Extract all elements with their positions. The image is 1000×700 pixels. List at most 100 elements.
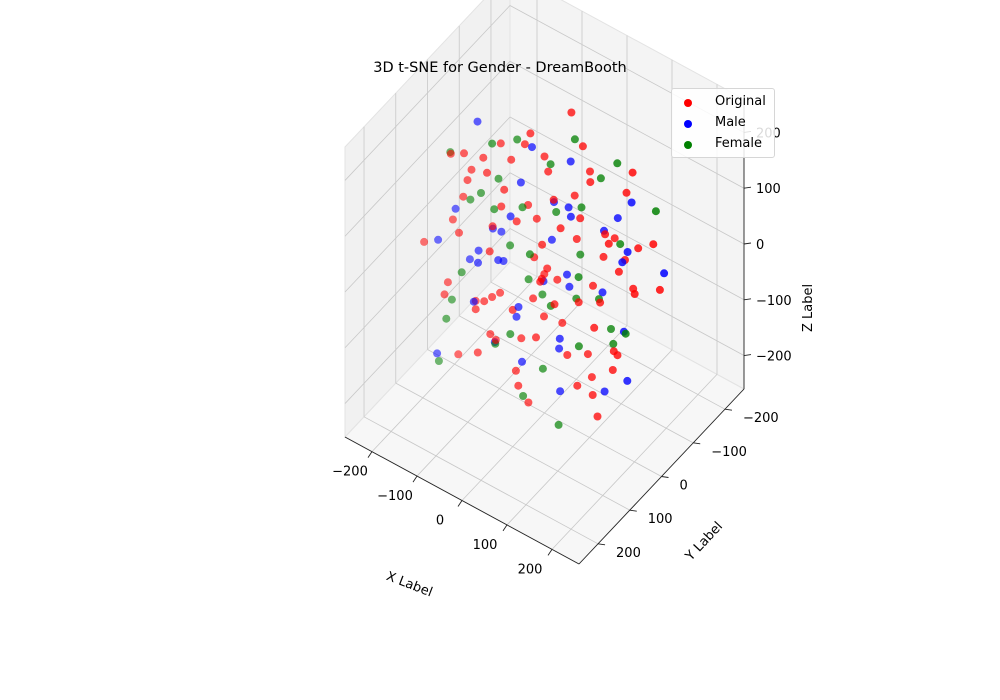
legend-item-original: Original xyxy=(672,93,776,113)
point-male xyxy=(623,376,632,385)
legend-marker-female xyxy=(684,141,692,149)
point-original xyxy=(549,195,558,204)
point-original xyxy=(553,275,562,284)
point-male xyxy=(465,255,474,264)
legend-item-male: Male xyxy=(672,114,776,134)
x-tick-label: 0 xyxy=(436,514,444,529)
z-tick-label: 100 xyxy=(756,182,781,197)
z-tick-mark xyxy=(743,298,752,301)
point-female xyxy=(609,339,618,348)
grid-line-z xyxy=(344,172,511,349)
y-tick-mark xyxy=(661,476,669,478)
legend-label-original: Original xyxy=(715,94,766,109)
point-original xyxy=(588,391,597,399)
point-original xyxy=(529,294,538,303)
point-male xyxy=(555,344,564,353)
point-female xyxy=(434,357,443,365)
point-original xyxy=(586,178,595,187)
point-original xyxy=(463,176,472,185)
point-original xyxy=(488,222,497,231)
point-male xyxy=(506,212,515,221)
point-male xyxy=(473,117,482,126)
grid-line-z xyxy=(509,228,745,356)
point-original xyxy=(589,281,597,290)
point-male xyxy=(623,248,632,256)
legend-marker-original xyxy=(684,99,692,107)
z-axis-label: Z Label xyxy=(801,284,816,332)
point-original xyxy=(497,202,506,211)
point-female xyxy=(506,330,515,339)
point-original xyxy=(507,155,516,164)
point-original xyxy=(532,214,541,223)
legend-label-male: Male xyxy=(715,115,746,130)
point-female xyxy=(574,273,583,282)
point-original xyxy=(558,318,567,327)
point-female xyxy=(524,275,533,284)
x-tick-mark xyxy=(457,500,463,507)
point-original xyxy=(500,185,509,194)
point-female xyxy=(506,241,515,250)
point-male xyxy=(555,334,564,343)
grid-line-z xyxy=(344,116,511,293)
point-female xyxy=(538,290,547,299)
point-original xyxy=(544,167,553,176)
point-original xyxy=(491,336,500,344)
grid-line-y xyxy=(490,281,726,410)
point-female xyxy=(570,135,579,144)
point-female xyxy=(577,203,586,212)
point-female xyxy=(494,174,503,183)
point-original xyxy=(586,167,594,176)
point-original xyxy=(608,366,617,374)
point-female xyxy=(651,207,660,216)
y-tick-label: 100 xyxy=(648,512,673,527)
y-tick-mark xyxy=(693,442,701,445)
point-female xyxy=(466,195,475,204)
point-original xyxy=(567,108,576,117)
point-original xyxy=(587,373,596,382)
point-male xyxy=(528,143,536,152)
point-male xyxy=(512,312,521,321)
grid-line-z xyxy=(344,60,511,237)
point-original xyxy=(440,290,449,299)
point-original xyxy=(420,237,429,246)
point-original xyxy=(649,240,658,249)
point-original xyxy=(443,278,452,287)
y-tick-label: −100 xyxy=(711,445,747,460)
point-original xyxy=(480,297,489,306)
point-original xyxy=(485,247,494,256)
point-original xyxy=(604,239,613,248)
point-female xyxy=(518,203,527,212)
point-male xyxy=(564,203,573,212)
point-original xyxy=(486,330,495,339)
point-original xyxy=(578,142,587,151)
point-male xyxy=(598,288,607,297)
point-original xyxy=(593,412,602,421)
point-original xyxy=(570,191,579,200)
y-tick-label: 0 xyxy=(680,479,688,494)
point-original xyxy=(540,312,548,321)
x-tick-label: 200 xyxy=(518,562,543,577)
y-tick-label: −200 xyxy=(743,411,779,426)
point-female xyxy=(613,159,622,168)
point-original xyxy=(622,188,631,197)
point-original xyxy=(524,398,533,407)
point-male xyxy=(613,214,622,223)
point-male xyxy=(565,282,574,291)
point-male xyxy=(494,256,503,265)
point-original xyxy=(520,140,529,149)
point-female xyxy=(552,208,561,216)
point-female xyxy=(525,250,534,259)
z-tick-mark xyxy=(743,186,752,189)
point-female xyxy=(442,314,451,323)
point-original xyxy=(574,298,583,307)
z-tick-mark xyxy=(743,242,752,245)
point-female xyxy=(574,342,583,351)
point-male xyxy=(469,297,478,306)
point-male xyxy=(433,349,442,358)
point-original xyxy=(532,333,540,342)
point-original xyxy=(471,305,480,314)
legend-label-female: Female xyxy=(715,136,763,151)
grid-line-z xyxy=(344,228,511,404)
point-original xyxy=(454,350,463,359)
